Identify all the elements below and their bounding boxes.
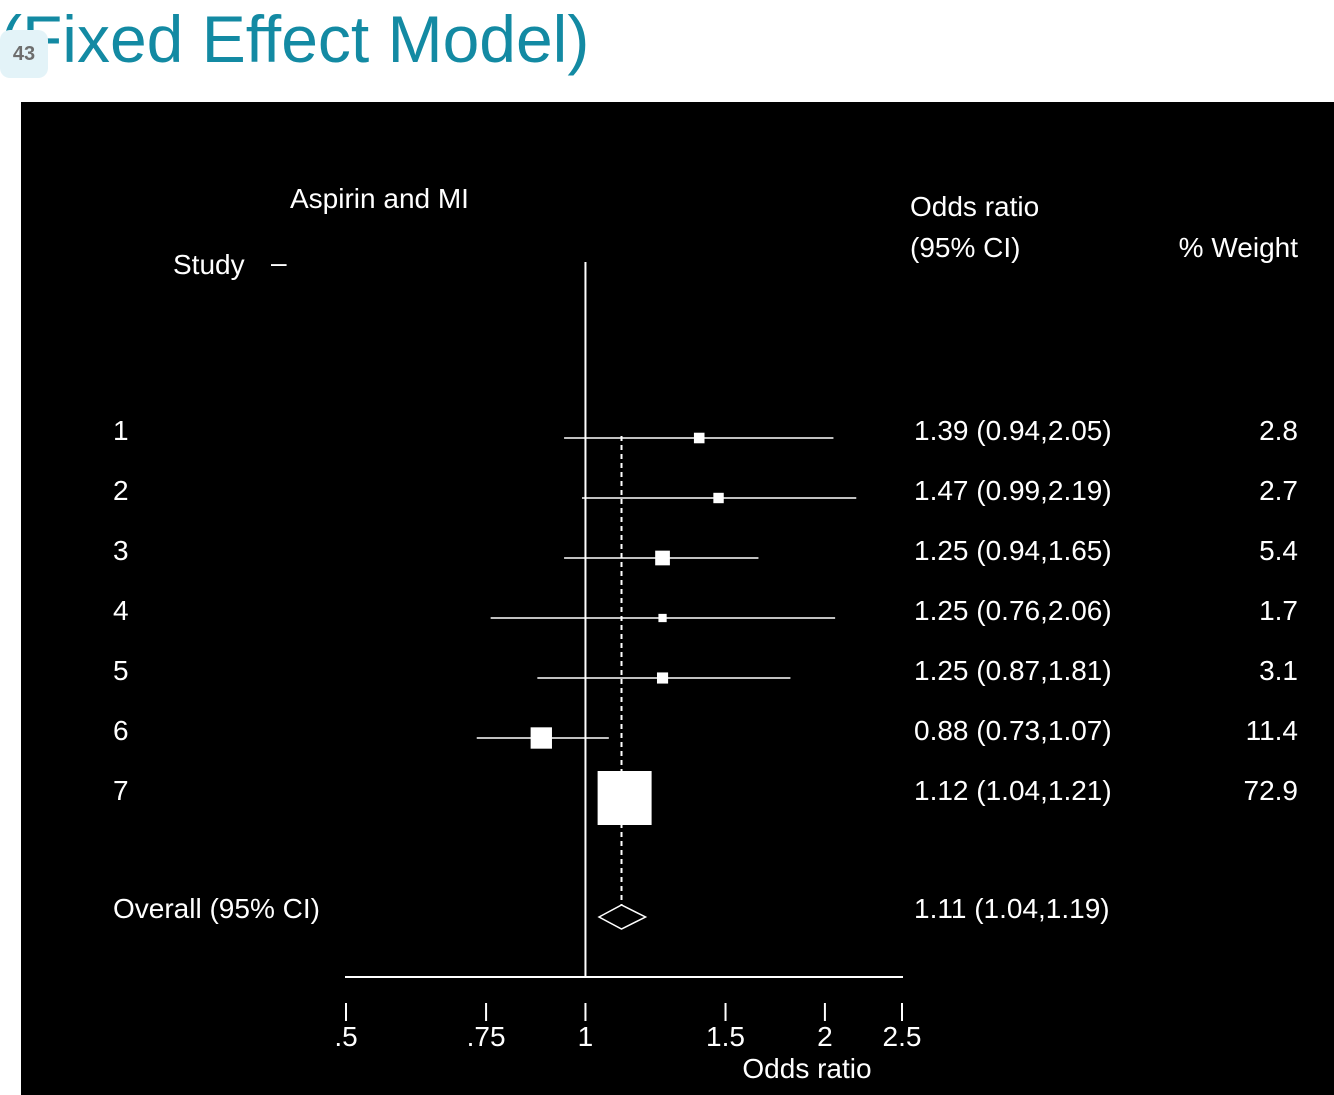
study-or-text: 1.25 (0.94,1.65) (914, 535, 1112, 566)
study-label: 6 (113, 715, 129, 746)
x-tick-label: 1 (578, 1021, 594, 1052)
odds-ratio-header: Odds ratio (910, 191, 1039, 222)
slide-number-badge: 43 (0, 30, 48, 78)
x-tick-label: .75 (467, 1021, 506, 1052)
study-weight-text: 5.4 (1259, 535, 1298, 566)
study-estimate-box (656, 672, 669, 684)
study-or-text: 1.47 (0.99,2.19) (914, 475, 1112, 506)
row-header-marker: – (271, 247, 287, 278)
weight-header: % Weight (1179, 232, 1299, 263)
study-weight-text: 1.7 (1259, 595, 1298, 626)
overall-or-text: 1.11 (1.04,1.19) (914, 893, 1110, 924)
x-tick-label: 1.5 (706, 1021, 745, 1052)
study-weight-text: 2.8 (1259, 415, 1298, 446)
study-or-text: 1.39 (0.94,2.05) (914, 415, 1112, 446)
slide-title: (Fixed Effect Model) (0, 2, 590, 76)
x-tick-label: 2 (817, 1021, 833, 1052)
study-estimate-box (658, 613, 667, 623)
study-weight-text: 3.1 (1259, 655, 1298, 686)
overall-label: Overall (95% CI) (113, 893, 320, 924)
study-label: 4 (113, 595, 129, 626)
study-weight-text: 2.7 (1259, 475, 1298, 506)
overall-diamond (597, 904, 648, 930)
forest-plot: Aspirin and MI Study – Odds ratio (95% C… (113, 183, 1299, 1084)
study-or-text: 1.12 (1.04,1.21) (914, 775, 1112, 806)
study-label: 7 (113, 775, 129, 806)
row-header-study: Study (173, 249, 245, 280)
chart-title: Aspirin and MI (290, 183, 469, 214)
study-estimate-box (655, 550, 670, 566)
study-label: 5 (113, 655, 129, 686)
study-or-text: 0.88 (0.73,1.07) (914, 715, 1112, 746)
study-label: 2 (113, 475, 129, 506)
study-or-text: 1.25 (0.76,2.06) (914, 595, 1112, 626)
study-estimate-box (597, 771, 652, 825)
study-or-text: 1.25 (0.87,1.81) (914, 655, 1112, 686)
study-label: 3 (113, 535, 129, 566)
x-tick-label: .5 (334, 1021, 357, 1052)
study-weight-text: 72.9 (1244, 775, 1299, 806)
x-axis-label: Odds ratio (742, 1053, 871, 1084)
study-weight-text: 11.4 (1246, 715, 1298, 746)
study-estimate-box (713, 492, 724, 504)
study-label: 1 (113, 415, 129, 446)
study-estimate-box (530, 727, 552, 749)
x-tick-label: 2.5 (883, 1021, 922, 1052)
ci-header: (95% CI) (910, 232, 1020, 263)
forest-plot-panel: Aspirin and MI Study – Odds ratio (95% C… (21, 102, 1334, 1095)
study-estimate-box (693, 432, 705, 444)
